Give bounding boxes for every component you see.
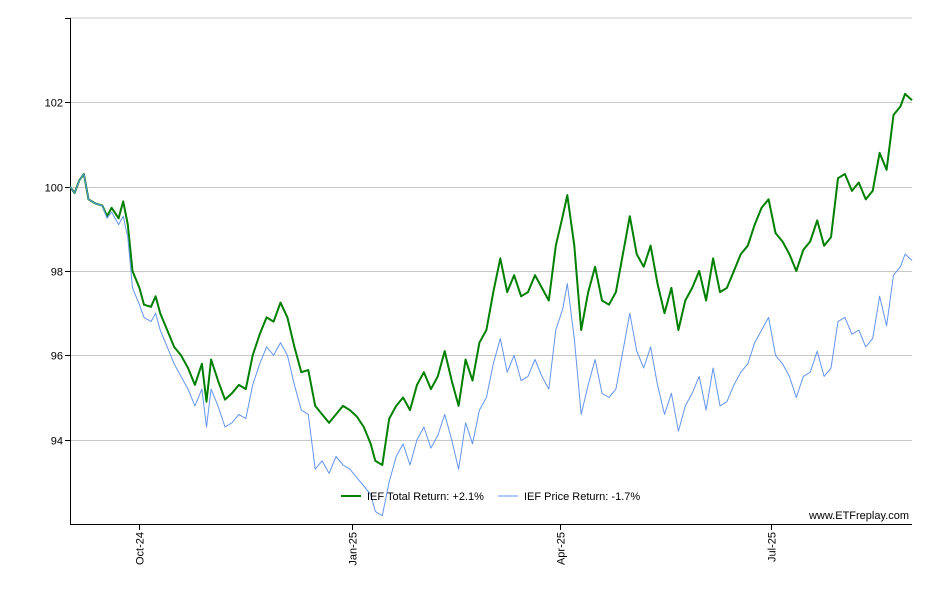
y-tick-label: 94 — [51, 436, 63, 448]
x-axis: Oct-24 Jan-25 Apr-25 Jul-25 — [70, 524, 912, 566]
grid-lines — [70, 17, 912, 441]
legend-item-1: IEF Total Return: +2.1% — [341, 491, 484, 503]
x-tick-label: Jan-25 — [348, 532, 360, 566]
y-tick-label: 100 — [45, 183, 63, 195]
x-tick-label: Oct-24 — [135, 532, 147, 565]
y-axis: 94 96 98 100 102 — [45, 18, 71, 524]
series-line-1 — [69, 92, 913, 466]
y-tick-label: 102 — [45, 98, 63, 110]
y-tick-label: 98 — [51, 267, 63, 279]
legend: IEF Total Return: +2.1% IEF Price Return:… — [341, 491, 640, 503]
x-tick-label: Apr-25 — [556, 532, 568, 565]
y-tick-label: 96 — [51, 351, 63, 363]
legend-item-2: IEF Price Return: -1.7% — [498, 491, 640, 503]
legend-label: IEF Total Return: +2.1% — [367, 491, 484, 503]
legend-label: IEF Price Return: -1.7% — [524, 491, 640, 503]
credit-text: www.ETFreplay.com — [808, 510, 909, 522]
series-lines — [69, 92, 913, 517]
x-tick-label: Jul-25 — [767, 532, 779, 562]
series-line-2 — [69, 173, 913, 517]
